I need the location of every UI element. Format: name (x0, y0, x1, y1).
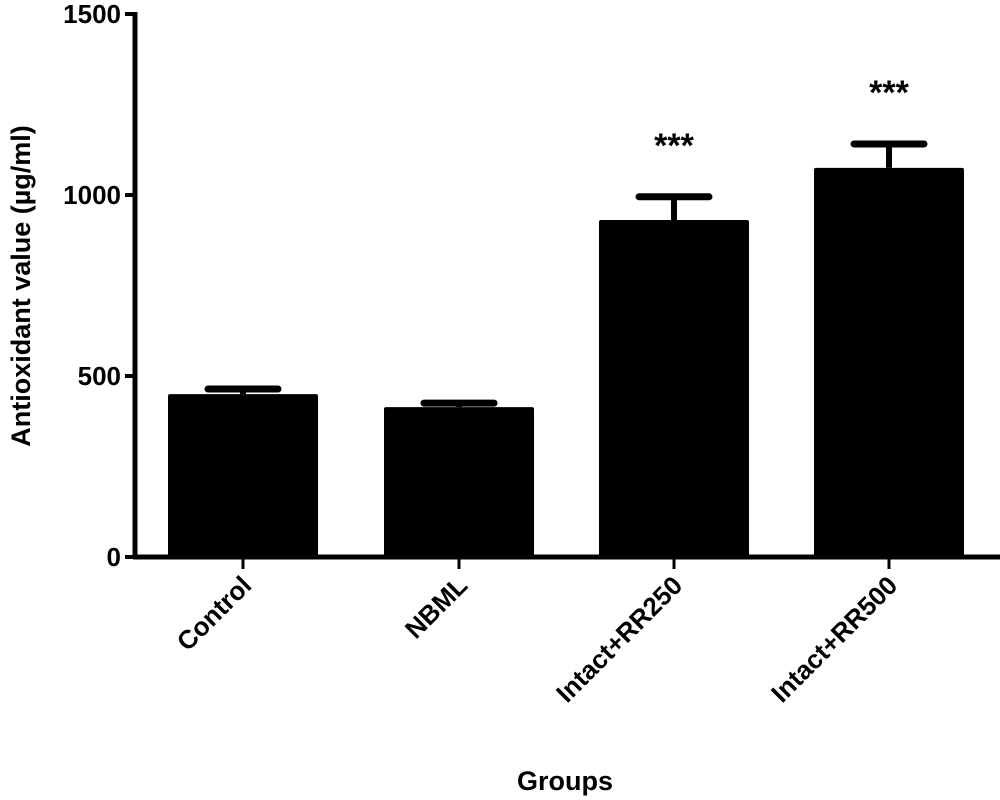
significance-marker: *** (654, 127, 694, 165)
y-tick-label: 1500 (63, 0, 121, 29)
y-tick-label: 1000 (63, 180, 121, 210)
x-tick-label: NBML (399, 570, 473, 644)
bar-intact-rr500 (814, 167, 964, 557)
bar-control (168, 394, 318, 557)
y-tick-label: 500 (78, 361, 121, 391)
bar-intact-rr250 (599, 219, 749, 557)
significance-marker: *** (869, 74, 909, 112)
x-tick-label: Intact+RR500 (765, 570, 903, 708)
x-tick-label: Intact+RR250 (550, 570, 688, 708)
y-axis-label: Antioxidant value (µg/ml) (6, 125, 36, 447)
bar-nbml (384, 407, 534, 557)
y-tick-label: 0 (107, 542, 121, 572)
x-tick-label: Control (171, 570, 258, 657)
x-axis-label: Groups (517, 766, 613, 796)
